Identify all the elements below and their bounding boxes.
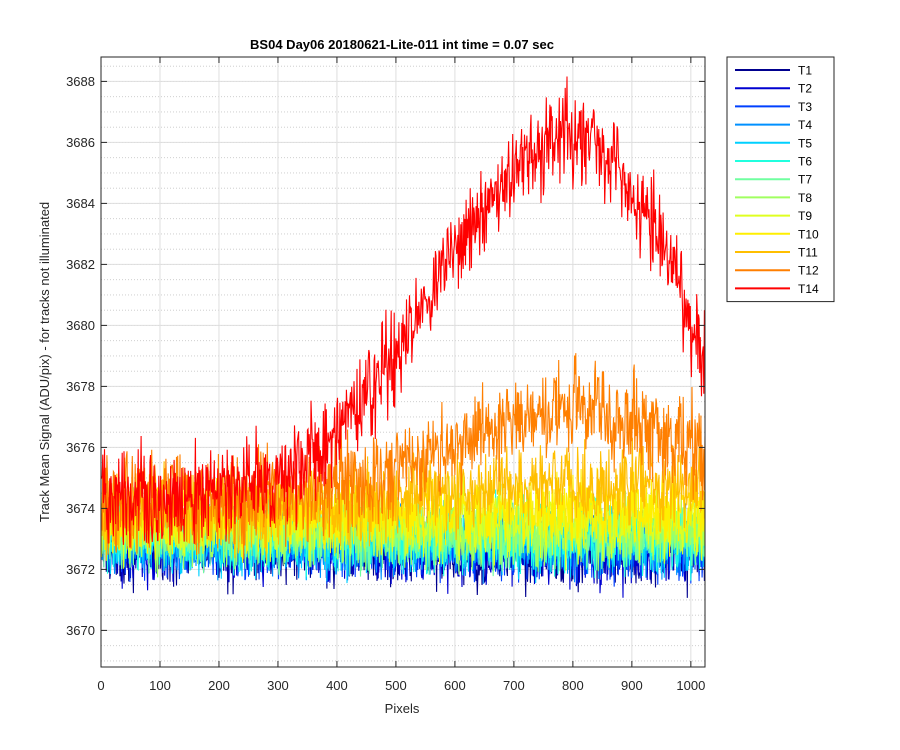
legend-label-t9: T9 xyxy=(798,209,812,223)
legend-label-t10: T10 xyxy=(798,227,819,241)
y-tick-label: 3686 xyxy=(66,135,95,150)
y-tick-label: 3678 xyxy=(66,379,95,394)
x-tick-label: 0 xyxy=(97,678,104,693)
y-tick-label: 3672 xyxy=(66,562,95,577)
legend-label-t6: T6 xyxy=(798,155,812,169)
x-tick-label: 1000 xyxy=(676,678,705,693)
legend-label-t11: T11 xyxy=(798,246,818,260)
x-axis-label: Pixels xyxy=(385,701,420,716)
plot-area: 0 100 200 300 400 500 600 700 800 900 1000 3670 3672… xyxy=(66,56,706,693)
y-tick-label: 3680 xyxy=(66,318,95,333)
x-tick-label: 700 xyxy=(503,678,525,693)
legend-label-t14: T14 xyxy=(798,282,819,296)
legend-label-t3: T3 xyxy=(798,100,812,114)
series-lines xyxy=(101,76,705,598)
y-tick-label: 3676 xyxy=(66,440,95,455)
legend: T1 T2 T3 T4 T5 T6 T7 T8 T9 T10 T11 T12 T14 xyxy=(726,56,835,303)
x-tick-label: 400 xyxy=(326,678,348,693)
y-tick-label: 3674 xyxy=(66,501,95,516)
legend-label-t5: T5 xyxy=(798,136,812,150)
legend-label-t12: T12 xyxy=(798,264,819,278)
x-tick-label: 300 xyxy=(267,678,289,693)
legend-label-t7: T7 xyxy=(798,173,812,187)
y-tick-label: 3670 xyxy=(66,623,95,638)
x-tick-label: 100 xyxy=(149,678,171,693)
x-tick-label: 200 xyxy=(208,678,230,693)
x-tick-label: 500 xyxy=(385,678,407,693)
x-tick-label: 800 xyxy=(562,678,584,693)
ticks: 0 100 200 300 400 500 600 700 800 900 1000 3670 3672… xyxy=(66,57,705,693)
x-tick-label: 600 xyxy=(444,678,466,693)
y-tick-label: 3688 xyxy=(66,74,95,89)
legend-label-t1: T1 xyxy=(798,64,812,78)
chart-title: BS04 Day06 20180621-Lite-011 int time = … xyxy=(250,37,554,52)
axes-box xyxy=(100,56,706,668)
legend-label-t2: T2 xyxy=(798,82,812,96)
legend-label-t8: T8 xyxy=(798,191,812,205)
legend-label-t4: T4 xyxy=(798,118,812,132)
y-tick-label: 3682 xyxy=(66,257,95,272)
series-line-t14 xyxy=(101,76,705,548)
x-tick-label: 900 xyxy=(621,678,643,693)
y-axis-label: Track Mean Signal (ADU/pix) - for tracks… xyxy=(37,202,52,522)
y-tick-label: 3684 xyxy=(66,196,95,211)
